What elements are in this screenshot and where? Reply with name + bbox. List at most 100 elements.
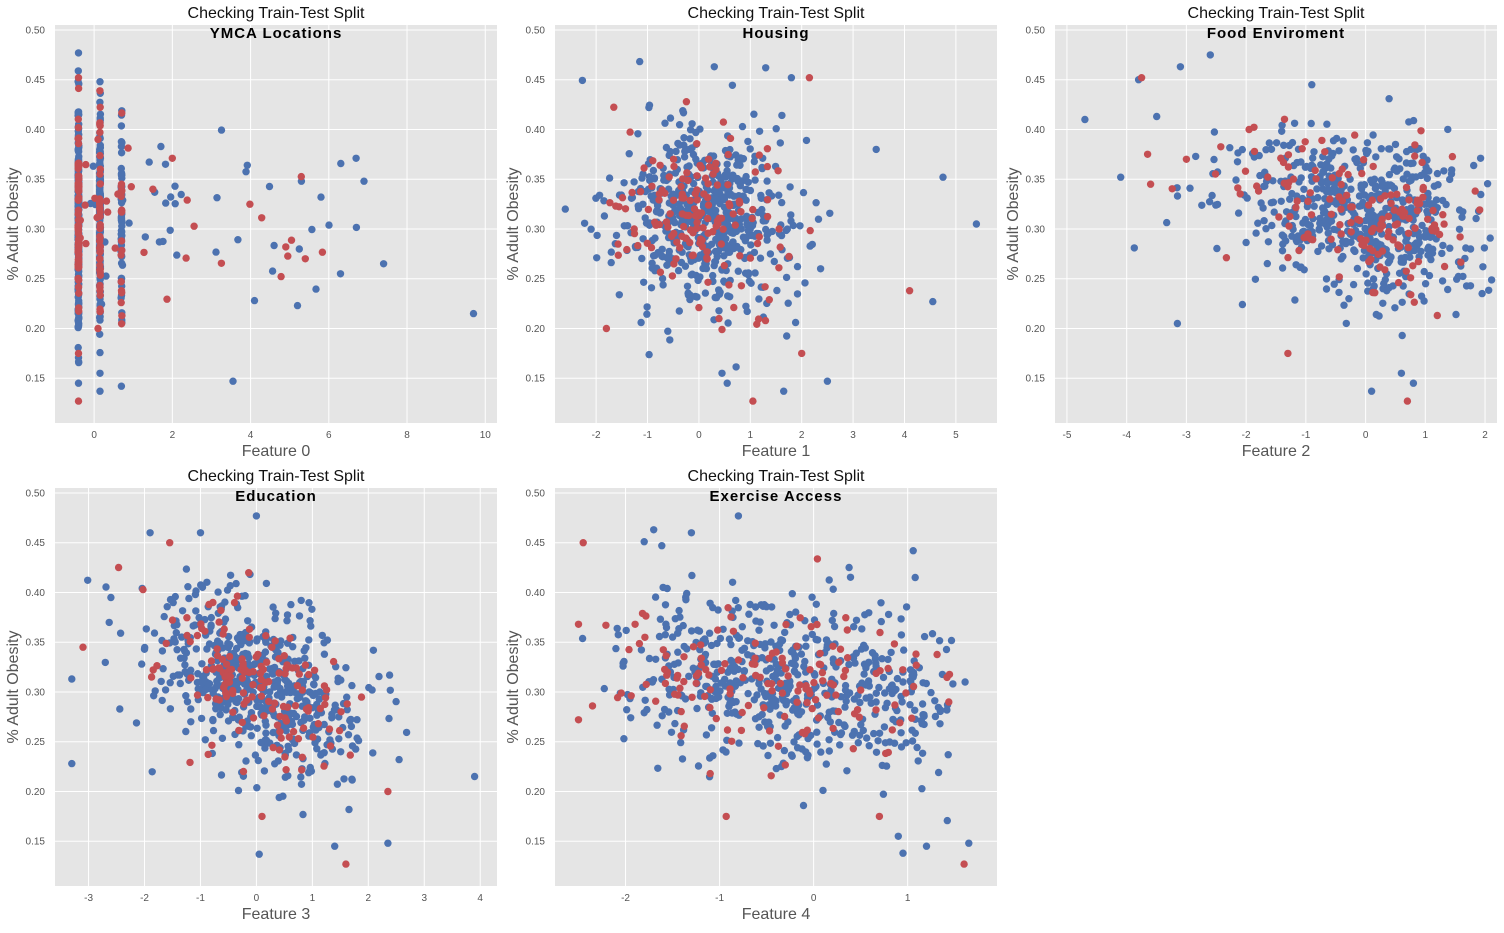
subplot-education: -3 -2 -1 0 1 2 3 4 0.15 0.20 0.25 0.30 0.35 0.40 0.45 0…	[5, 468, 497, 923]
train-point	[607, 258, 615, 267]
train-point	[184, 583, 192, 591]
test-point	[1387, 191, 1395, 199]
test-point	[692, 679, 700, 687]
train-point	[874, 737, 882, 745]
test-point	[698, 242, 707, 251]
y-tick-label: 0.45	[26, 538, 46, 549]
train-point	[1317, 179, 1326, 187]
train-point	[783, 697, 791, 706]
x-axis-label: Feature 3	[242, 906, 311, 923]
train-point	[730, 244, 738, 253]
train-point	[216, 710, 224, 719]
test-point	[1471, 187, 1479, 195]
chart-subtitle: Food Enviroment	[1207, 25, 1345, 42]
train-point	[732, 363, 740, 371]
test-point	[625, 645, 633, 654]
train-point	[718, 369, 726, 377]
test-point	[836, 645, 845, 653]
x-tick-label: 0	[1363, 430, 1369, 441]
train-point	[269, 670, 277, 678]
train-point	[781, 722, 789, 730]
test-point	[1374, 250, 1382, 258]
train-point	[625, 150, 633, 158]
test-point	[240, 700, 248, 708]
test-point	[756, 673, 764, 681]
train-point	[802, 748, 810, 756]
test-point	[1359, 156, 1368, 164]
train-point	[281, 773, 289, 781]
train-point	[872, 698, 880, 706]
chart-subtitle: Education	[235, 488, 317, 505]
train-point	[713, 253, 721, 261]
train-point	[972, 220, 981, 228]
test-point	[697, 641, 705, 649]
train-point	[323, 636, 332, 644]
test-point	[630, 229, 639, 238]
train-point	[906, 677, 914, 685]
train-point	[802, 642, 810, 650]
train-point	[1425, 271, 1434, 280]
train-point	[1385, 170, 1394, 179]
train-point	[107, 593, 115, 602]
train-point	[693, 704, 701, 713]
train-point	[595, 191, 604, 199]
train-point	[1269, 198, 1278, 206]
train-point	[766, 664, 775, 672]
train-point	[1342, 237, 1350, 245]
test-point	[626, 128, 634, 136]
x-tick-label: 4	[248, 430, 254, 441]
train-point	[856, 698, 864, 707]
test-point	[284, 252, 292, 260]
train-point	[764, 229, 773, 237]
test-point	[724, 604, 732, 612]
train-point	[801, 279, 809, 287]
train-point	[723, 379, 731, 387]
train-point	[813, 740, 821, 748]
train-point	[738, 155, 747, 163]
test-point	[805, 74, 814, 82]
train-point	[638, 254, 646, 263]
train-point	[645, 350, 653, 359]
test-point	[813, 620, 821, 629]
test-point	[679, 222, 688, 231]
test-point	[96, 244, 104, 252]
train-point	[177, 190, 185, 199]
test-point	[96, 122, 104, 130]
train-point	[1353, 264, 1362, 273]
train-point	[1420, 267, 1428, 276]
test-point	[269, 743, 277, 752]
train-point	[961, 678, 969, 686]
train-point	[1198, 201, 1206, 209]
train-point	[224, 643, 233, 652]
train-point	[686, 126, 695, 134]
test-point	[283, 661, 291, 669]
train-point	[658, 274, 667, 283]
test-point	[685, 211, 693, 220]
test-point	[686, 196, 694, 205]
train-point	[96, 141, 105, 149]
train-point	[701, 289, 710, 297]
train-point	[756, 254, 765, 262]
train-point	[162, 199, 170, 207]
train-point	[843, 767, 851, 775]
test-point	[94, 324, 102, 333]
train-point	[1251, 275, 1260, 283]
test-point	[872, 669, 880, 678]
train-point	[161, 686, 170, 694]
train-point	[194, 670, 202, 678]
train-point	[645, 654, 654, 663]
test-point	[320, 762, 328, 770]
train-point	[1369, 275, 1378, 283]
train-point	[1398, 331, 1406, 340]
test-point	[1356, 216, 1364, 225]
test-point	[843, 626, 851, 634]
test-point	[602, 324, 611, 333]
train-point	[96, 78, 104, 86]
train-point	[203, 578, 211, 586]
x-tick-label: 1	[748, 430, 754, 441]
y-tick-label: 0.15	[526, 837, 546, 848]
test-point	[640, 164, 648, 172]
test-point	[1277, 154, 1285, 162]
train-point	[766, 705, 774, 713]
train-point	[470, 772, 479, 781]
